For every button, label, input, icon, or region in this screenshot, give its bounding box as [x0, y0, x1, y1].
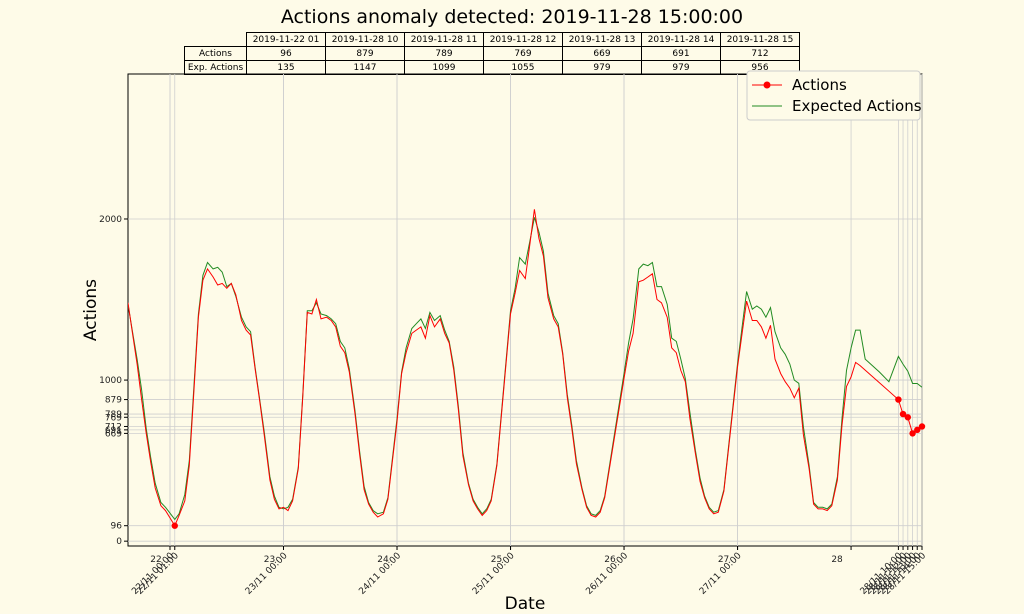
actions-anomaly-point [909, 430, 916, 437]
x-tick-label: 28 [831, 555, 843, 565]
y-tick-label: 96 [111, 522, 123, 532]
legend-box [746, 70, 921, 121]
x-tick-label: 24 [377, 555, 389, 565]
actions-series-line [128, 209, 922, 527]
y-tick-label: 2000 [99, 215, 122, 225]
expected-series-line [128, 217, 922, 521]
actions-anomaly-point [918, 423, 926, 430]
y-tick-label: 669 [105, 429, 122, 439]
x-axis-label: Date [505, 594, 546, 614]
y-tick-label: 769 [105, 413, 122, 423]
table-row-expected: Exp. Actions 135 1147 1099 1055 979 979 … [184, 60, 800, 75]
actions-anomaly-point [899, 410, 907, 418]
legend-actions-marker [763, 81, 771, 89]
plot-frame [127, 73, 923, 547]
chart-title: Actions anomaly detected: 2019-11-28 15:… [280, 6, 744, 28]
x-tick-label: 27 [718, 555, 729, 565]
y-tick-label: 879 [105, 396, 122, 406]
x-tick-label: 23 [264, 555, 275, 565]
actions-anomaly-point [914, 426, 921, 434]
actions-anomaly-point [895, 396, 902, 403]
actions-anomaly-point [904, 414, 912, 421]
y-axis-label: Actions [81, 279, 101, 341]
y-tick-label: 1000 [99, 376, 122, 386]
y-tick-label: 712 [105, 422, 122, 432]
x-tick-label: 22 [150, 555, 161, 565]
legend-expected-label: Expected Actions [792, 97, 922, 115]
y-tick-label: 691 [105, 426, 122, 436]
legend-actions-label: Actions [792, 76, 847, 94]
table-header-row: 2019-11-22 01 2019-11-28 10 2019-11-28 1… [185, 32, 800, 47]
y-tick-label: 0 [116, 537, 122, 547]
anomaly-table: 2019-11-22 01 2019-11-28 10 2019-11-28 1… [184, 32, 800, 75]
y-tick-label: 789 [105, 410, 122, 420]
x-tick-label: 26 [604, 555, 616, 565]
actions-anomaly-point [171, 522, 178, 529]
x-tick-label: 25 [491, 555, 502, 565]
